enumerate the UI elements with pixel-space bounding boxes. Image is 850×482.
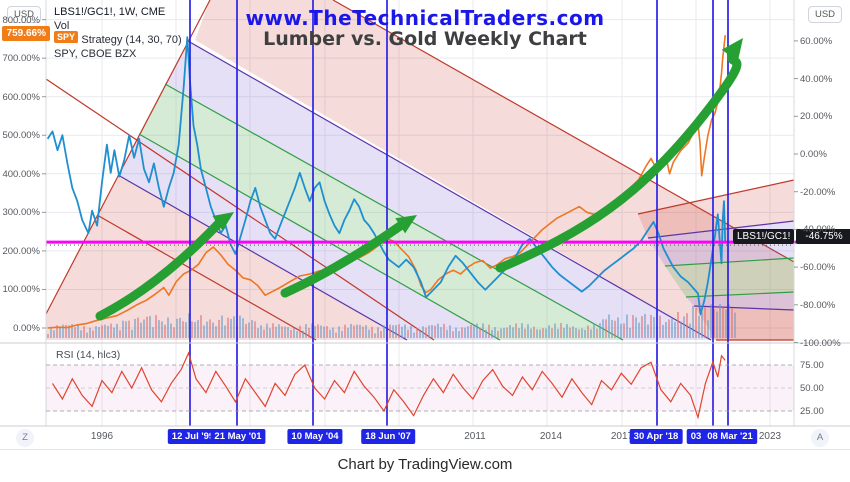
rsi-axis-label: 50.00 xyxy=(800,383,824,394)
time-axis-year-label: 2011 xyxy=(464,431,486,442)
left-axis-label: 0.00% xyxy=(13,323,40,334)
event-date-badge[interactable]: 08 Mar '21 xyxy=(703,429,757,444)
left-axis-label: 500.00% xyxy=(2,130,40,142)
left-axis-unit-button[interactable]: USD xyxy=(7,6,41,23)
pitchfork-band xyxy=(139,84,623,340)
time-axis-year-label: 2014 xyxy=(539,431,563,442)
trend-arrow[interactable] xyxy=(95,217,225,321)
pitchfork-line[interactable] xyxy=(164,83,624,341)
ratio-current-value-badge: -46.75% xyxy=(796,229,850,244)
rsi-axis-label: 75.00 xyxy=(800,360,824,371)
pitchfork-line[interactable] xyxy=(187,40,712,341)
trend-arrow[interactable] xyxy=(280,219,408,298)
pitchfork-line[interactable] xyxy=(46,78,435,341)
left-axis-label: 100.00% xyxy=(2,284,40,296)
right-axis-label: 60.00% xyxy=(800,35,833,47)
event-date-badge[interactable]: 03 xyxy=(686,429,706,444)
pitchfork-line[interactable] xyxy=(664,257,794,267)
right-axis-label: 40.00% xyxy=(800,73,833,85)
legend-strategy[interactable]: RSI Strategy (14, 30, 70) xyxy=(60,34,182,46)
event-date-badge[interactable]: 21 May '01 xyxy=(210,429,266,444)
legend-symbol[interactable]: LBS1!/GC1!, 1W, CME xyxy=(54,6,166,18)
pitchfork-band xyxy=(118,134,500,340)
pitchfork-line[interactable] xyxy=(96,214,317,341)
right-axis-label: 0.00% xyxy=(800,149,827,160)
chart-canvas[interactable] xyxy=(0,0,850,450)
trend-arrow-head[interactable] xyxy=(212,212,235,231)
right-axis-label: -100.00% xyxy=(800,337,841,349)
legend-compare[interactable]: SPY, CBOE BZX xyxy=(54,48,137,60)
event-date-badge[interactable]: 30 Apr '18 xyxy=(629,429,683,444)
timezone-z-button[interactable]: Z xyxy=(16,429,34,447)
trend-arrow-head[interactable] xyxy=(721,38,743,62)
pitchfork-line[interactable] xyxy=(138,133,501,341)
auto-scale-a-button[interactable]: A xyxy=(811,429,829,447)
pitchfork-line[interactable] xyxy=(637,179,794,215)
trend-arrow[interactable] xyxy=(495,51,742,273)
left-axis-label: 200.00% xyxy=(2,245,40,257)
pitchfork-band xyxy=(195,0,794,340)
left-axis-label: 300.00% xyxy=(2,207,40,219)
pitchfork-band xyxy=(638,180,794,238)
ratio-price-line-label[interactable]: LBS1!/GC1! xyxy=(733,229,795,244)
right-axis-label: -20.00% xyxy=(800,186,836,198)
spy-current-value-badge: 759.66% xyxy=(2,26,50,41)
pitchfork-line[interactable] xyxy=(46,0,211,315)
rsi-indicator-label[interactable]: RSI (14, hlc3) xyxy=(56,349,121,361)
time-axis-year-label: 2023 xyxy=(758,431,782,442)
pitchfork-band xyxy=(665,258,794,297)
pitchfork-line[interactable] xyxy=(117,174,408,341)
pitchfork-line[interactable] xyxy=(647,220,794,239)
tradingview-attribution[interactable]: Chart by TradingView.com xyxy=(337,456,513,473)
right-axis-label: -60.00% xyxy=(800,262,836,274)
event-date-badge[interactable]: 12 Jul '99 xyxy=(167,429,219,444)
left-axis-label: 400.00% xyxy=(2,168,40,180)
rsi-axis-label: 25.00 xyxy=(800,406,824,417)
event-date-badge[interactable]: 10 May '04 xyxy=(287,429,343,444)
rsi-line[interactable] xyxy=(51,351,726,420)
left-axis-label: 800.00% xyxy=(2,14,40,26)
legend-vol[interactable]: Vol xyxy=(54,20,70,32)
spy-value-tag: SPY xyxy=(54,31,79,43)
pitchfork-band xyxy=(165,41,711,340)
right-axis-label: -40.00% xyxy=(800,224,836,236)
trend-arrow-head[interactable] xyxy=(395,215,417,234)
left-axis-label: 700.00% xyxy=(2,53,40,65)
pitchfork-line[interactable] xyxy=(685,291,794,298)
right-axis-label: -80.00% xyxy=(800,299,836,311)
right-axis-unit-button[interactable]: USD xyxy=(808,6,842,23)
time-axis-year-label: 1996 xyxy=(90,431,114,442)
pitchfork-band xyxy=(694,306,794,340)
chart-main-title: Lumber vs. Gold Weekly Chart xyxy=(263,28,587,50)
site-link-text[interactable]: www.TheTechnicalTraders.com xyxy=(245,6,605,30)
left-axis-label: 600.00% xyxy=(2,91,40,103)
event-date-badge[interactable]: 18 Jun '07 xyxy=(361,429,415,444)
right-axis-label: 20.00% xyxy=(800,111,833,123)
time-axis-year-label: 2017 xyxy=(610,431,634,442)
